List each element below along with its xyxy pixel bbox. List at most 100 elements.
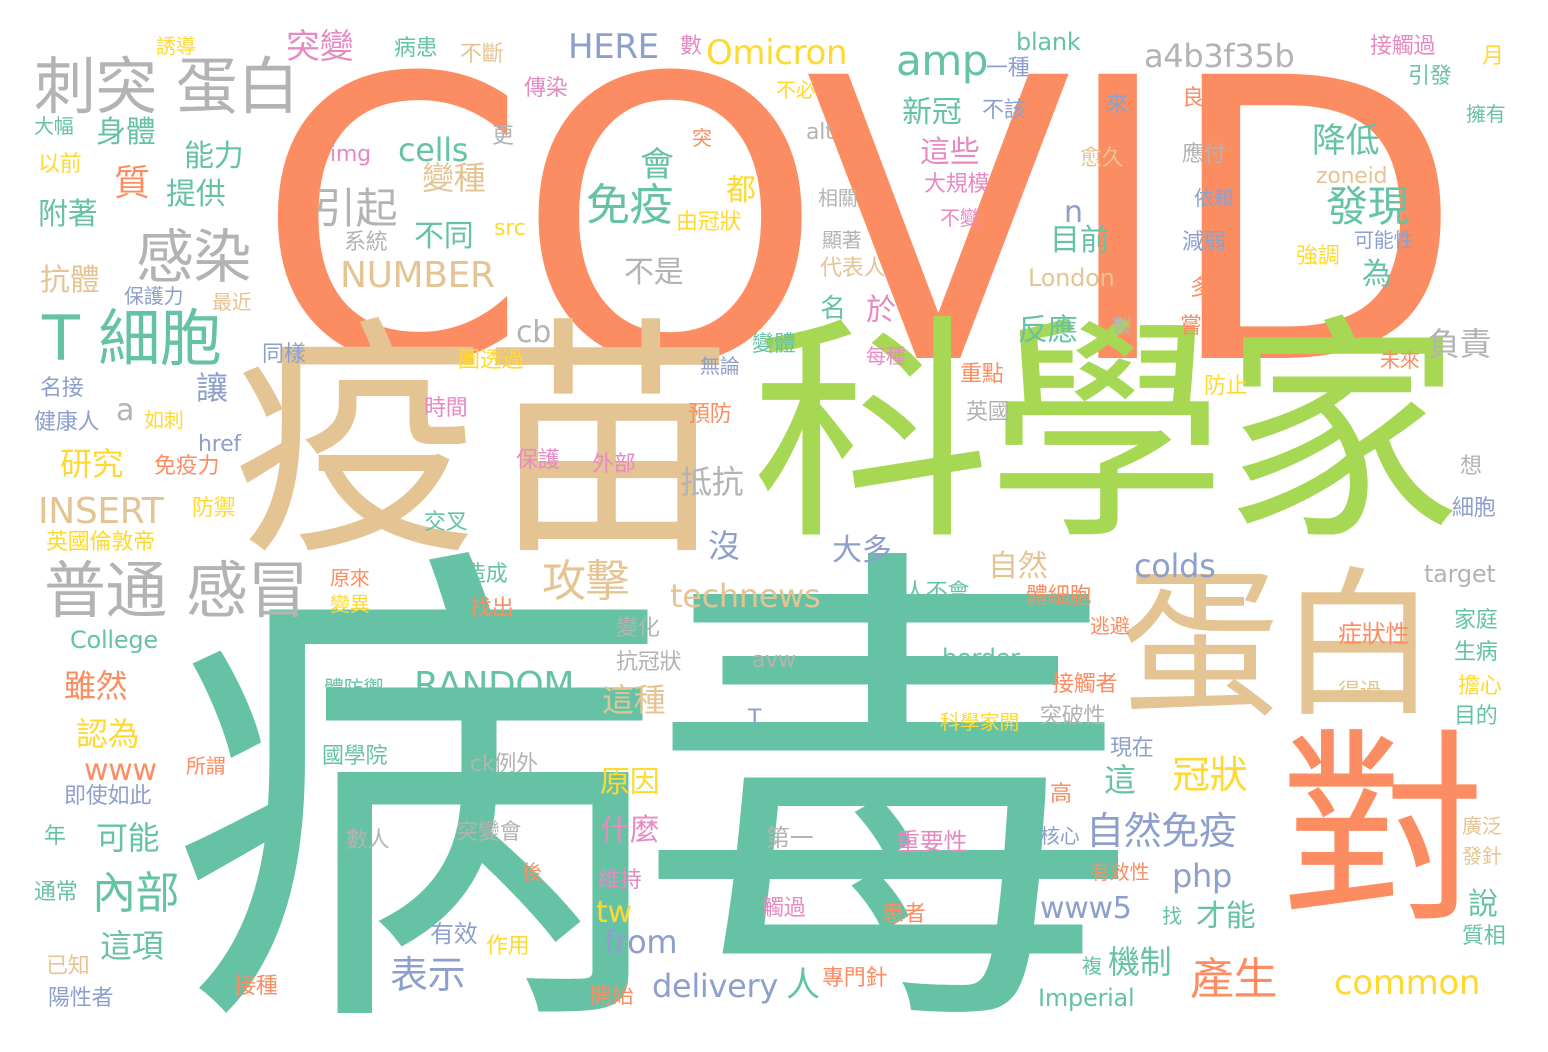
word-try: 嘗試 [1180,314,1224,339]
word-believe: 認為 [76,715,140,753]
word-corona: 冠狀 [1172,753,1248,797]
word-patients: 患者 [882,902,926,927]
word-although: 雖然 [64,667,128,705]
word-body-cells: 體細胞 [1026,584,1092,609]
word-img: img [330,142,371,167]
word-significant: 顯著 [822,228,862,252]
word-vaccine: 疫苗 [232,297,733,590]
word-importance: 重要性 [896,828,968,856]
word-try-through: 圖透過 [458,348,524,373]
word-key-point: 重點 [960,362,1004,387]
word-contact-person: 接觸者 [1052,672,1118,697]
word-none: 沒 [708,527,740,565]
word-cells: cells [398,131,469,169]
word-here: HERE [568,27,659,67]
word-unchanged: 不變 [940,206,980,230]
word-what: 什麼 [600,813,660,848]
word-weaken: 減弱 [1182,230,1226,255]
word-cell: 細胞 [1452,496,1496,521]
word-reduce: 降低 [1312,121,1380,161]
word-substantially: 大幅 [34,114,74,138]
word-number-zh: 數 [680,34,702,59]
word-purpose: 目的 [1454,704,1498,729]
word-imperial: Imperial [1038,984,1135,1012]
word-make: 製 [1112,314,1132,338]
word-time: 時間 [424,396,468,421]
word-technews: technews [670,577,821,615]
word-provide: 提供 [166,177,226,212]
word-research: 研究 [60,445,124,483]
word-family: 家庭 [1454,608,1498,633]
word-ck-exception: ck例外 [470,752,538,777]
word-defense: 防禦 [192,496,236,521]
word-prevent: 預防 [688,402,732,427]
word-href: href [198,432,241,457]
word-a-kind: 一種 [986,56,1030,81]
word-spike-char: 突 [692,126,712,150]
word-core: 核心 [1040,824,1080,848]
word-quality: 質 [114,163,150,204]
word-t-cell: T 細胞 [42,302,222,375]
word-multiple: 多個 [1190,276,1234,301]
word-protein: 蛋白 [1120,552,1438,739]
word-scientist: 科學家 [752,296,1461,573]
word-symptomatic: 症狀性 [1338,620,1410,648]
word-nature: 自然 [988,549,1048,584]
word-come: 來 [1106,92,1128,117]
word-all: 都 [726,173,756,208]
word-worry: 擔心 [1458,674,1502,699]
word-attack: 攻擊 [542,556,630,607]
word-specifically-target: 專門針 [822,966,888,991]
word-ability: 能力 [184,139,244,174]
word-regardless: 無論 [700,354,740,378]
word-produce: 產生 [1190,954,1278,1005]
word-cope: 應付 [1182,142,1226,167]
word-effective: 有效 [430,920,478,948]
word-protection-power: 保護力 [124,284,184,308]
word-cause-result: 造成 [464,562,508,587]
word-this: 這 [1104,761,1136,799]
word-month: 月 [1482,44,1504,69]
word-antibody: 抗體 [40,263,100,298]
word-number: NUMBER [340,255,495,296]
word-people-wont: 人不會 [904,580,970,605]
word-external: 外部 [592,452,636,477]
word-induce: 誘導 [156,34,196,58]
word-php: php [1172,857,1232,895]
word-target: target [1424,560,1496,588]
word-different: 不同 [414,219,474,254]
word-positive: 陽性者 [48,986,114,1011]
word-imperial-college-london-zh: 英國倫敦帝 [46,530,155,555]
word-this-item: 這項 [100,927,164,965]
word-sick: 生病 [1454,640,1498,665]
word-this-kind: 這種 [602,681,666,719]
word-such-as-spike: 如刺 [144,408,184,432]
word-mutation-will: 突變會 [456,820,522,845]
word-year: 年 [44,824,66,849]
word-known: 已知 [46,954,90,979]
word-covid: COVID [256,0,1464,450]
word-vaccinate: 接種 [234,974,278,999]
word-random: RANDOM [414,665,575,706]
word-let: 讓 [196,369,228,407]
word-from: from [604,923,678,961]
word-resist: 抵抗 [680,463,744,501]
word-immunity: 免疫 [586,180,674,231]
word-find-out: 找出 [470,596,514,621]
word-body: 身體 [96,115,156,150]
word-avw: avw [752,648,796,673]
word-several-people: 數人 [346,828,390,853]
word-alt: alt [806,120,834,145]
word-similarly: 同樣 [262,342,306,367]
word-continuous: 不斷 [460,42,504,67]
word-a: a [116,393,135,428]
word-high: 高 [1050,782,1072,807]
word-dui: 對 [1280,711,1486,951]
word-college: College [70,626,158,654]
word-recently: 最近 [212,290,252,314]
word-now: 現在 [1110,736,1154,761]
word-body-defense: 體防禦 [324,676,384,700]
word-escape: 逃避 [1090,614,1130,638]
word-attach: 附著 [38,197,98,232]
